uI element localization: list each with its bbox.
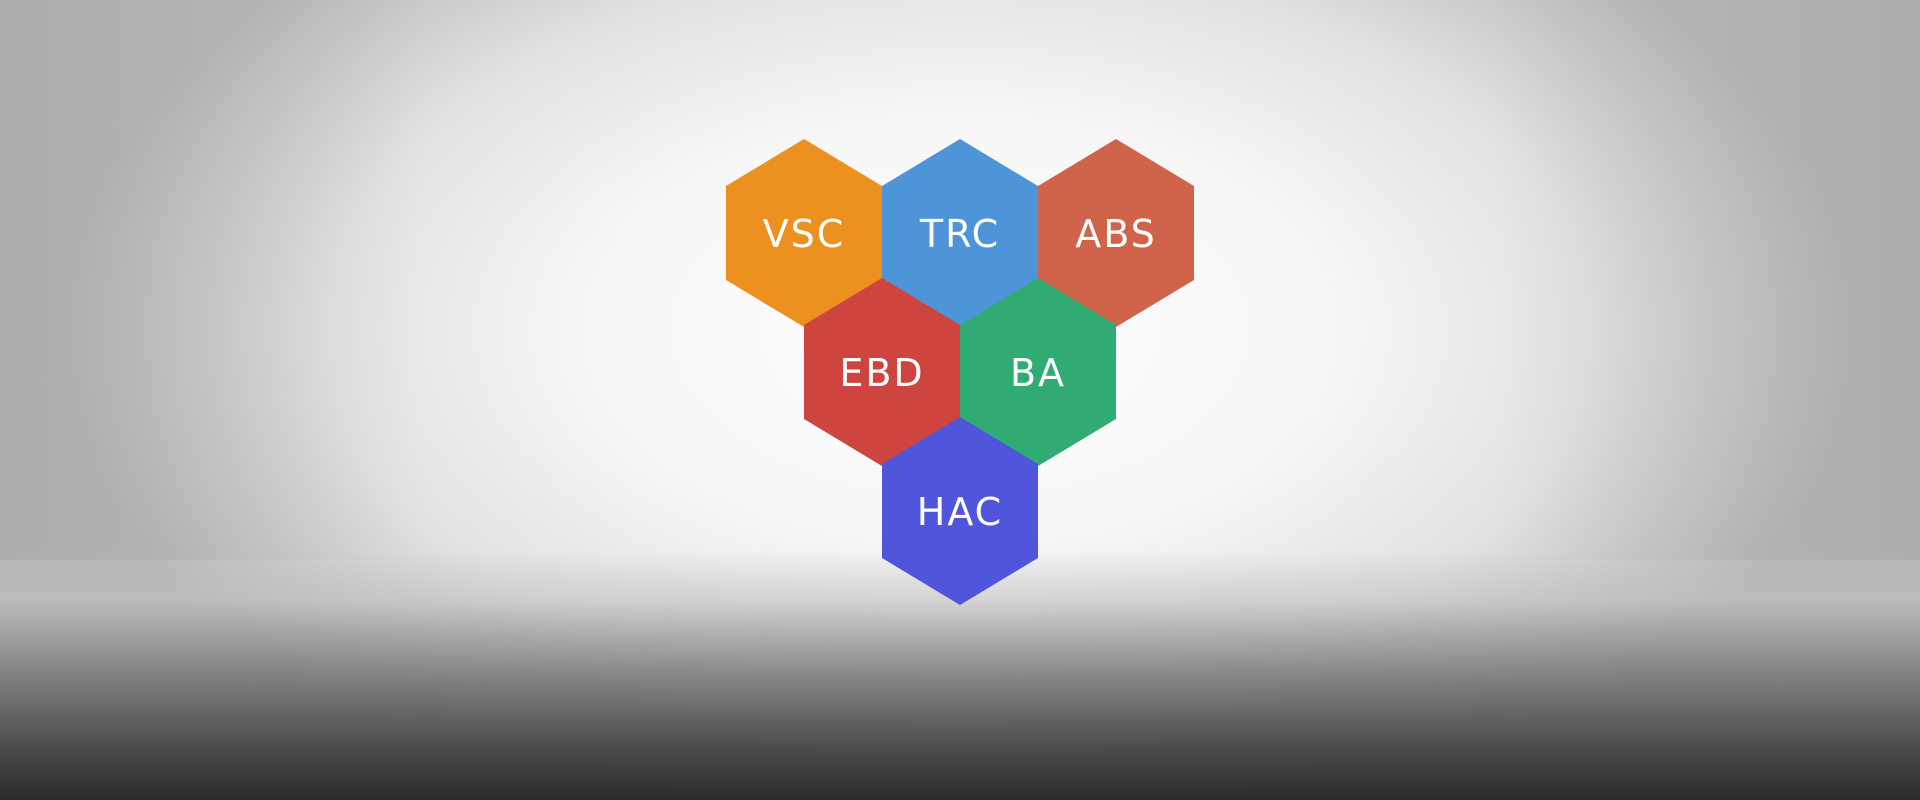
hexagon-ba: BA — [960, 278, 1116, 466]
hexagon-vsc-label: VSC — [763, 212, 846, 256]
hexagon-ebd: EBD — [804, 278, 960, 466]
hexagon-hac: HAC — [882, 417, 1038, 605]
hexagon-ba-label: BA — [1010, 351, 1066, 395]
hexagon-trc: TRC — [882, 139, 1038, 327]
hexagon-trc-label: TRC — [919, 212, 1000, 256]
hexagon-ebd-shape — [804, 278, 960, 466]
hexagon-abs: ABS — [1038, 139, 1194, 327]
hexagon-vsc-shape — [726, 139, 882, 327]
hexagon-hac-shape — [882, 417, 1038, 605]
hexagon-ba-shape — [960, 278, 1116, 466]
hexagon-abs-label: ABS — [1075, 212, 1157, 256]
hexagon-abs-shape — [1038, 139, 1194, 327]
hexagon-vsc: VSC — [726, 139, 882, 327]
hexagon-trc-shape — [882, 139, 1038, 327]
hexagon-ebd-label: EBD — [839, 351, 924, 395]
hexagon-hac-label: HAC — [917, 490, 1003, 534]
